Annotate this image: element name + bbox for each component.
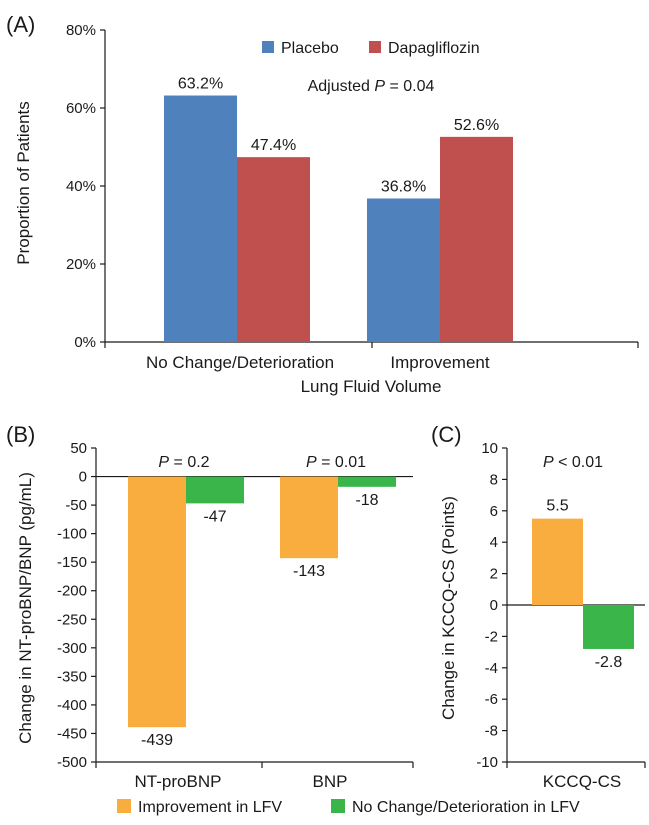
legend-label-improvement: Improvement in LFV: [138, 799, 282, 816]
panel-b-y-tick-label: -100: [57, 526, 87, 543]
panel-b-data-label: -439: [141, 732, 173, 749]
panel-a-data-label: 52.6%: [454, 117, 499, 134]
panel-c-data-label: -2.8: [595, 654, 623, 671]
panel-a-bar: [237, 157, 310, 342]
panel-b-bar: [280, 476, 338, 559]
panel-b-y-tick-label: -400: [57, 697, 87, 714]
panel-a-data-label: 63.2%: [178, 76, 223, 93]
panel-b-y-tick-label: 0: [79, 469, 87, 486]
panel-b-y-tick-label: -150: [57, 554, 87, 571]
panel-a-y-tick-label: 60%: [66, 100, 96, 117]
panel-b-y-tick-label: -250: [57, 611, 87, 628]
panel-c-y-axis-title: Change in KCCQ-CS (Points): [439, 496, 458, 720]
panel-a-y-tick-label: 0%: [74, 334, 96, 351]
panel-a-bar: [367, 198, 440, 342]
legend-label-placebo: Placebo: [281, 40, 339, 57]
panel-c-category-label: KCCQ-CS: [543, 772, 621, 791]
panel-b-y-tick-label: -350: [57, 668, 87, 685]
panel-c-y-tick-label: -4: [485, 660, 498, 677]
panel-b-data-label: -143: [293, 563, 325, 580]
panel-c-chart: 10 8 6 4 2 0 -2 -4 -6 -8 -10 KCCQ-CS 5.5 -2.8 P < 0.01: [476, 440, 646, 791]
panel-a-p-value: Adjusted P = 0.04: [308, 78, 435, 95]
panel-b-y-tick-label: -450: [57, 725, 87, 742]
panel-c-y-tick-label: 6: [490, 503, 498, 520]
panel-c-y-tick-label: 4: [490, 534, 498, 551]
legend-label-no-change: No Change/Deterioration in LFV: [352, 799, 580, 816]
legend-swatch-dapagliflozin: [369, 41, 381, 53]
panel-a-y-tick-label: 20%: [66, 256, 96, 273]
panel-b-y-tick-label: -300: [57, 640, 87, 657]
legend-label-dapagliflozin: Dapagliflozin: [388, 40, 480, 57]
panel-a-x-axis-title: Lung Fluid Volume: [301, 377, 442, 396]
panel-c-y-tick-label: -2: [485, 628, 498, 645]
panel-c-y-tick-label: -6: [485, 691, 498, 708]
legend-swatch-improvement: [117, 799, 131, 813]
panel-b-chart: 50 0 -50 -100 -150 -200 -250 -300 -350 -400 -450 -5…: [57, 440, 414, 791]
panel-c-bar: [532, 518, 583, 605]
panel-a-label: (A): [6, 12, 35, 37]
panel-a-data-label: 36.8%: [381, 178, 426, 195]
panel-b-category-label: NT-proBNP: [135, 772, 222, 791]
panel-b-data-label: -18: [355, 492, 378, 509]
panel-b-y-tick-label: -50: [65, 497, 87, 514]
panel-c-y-tick-label: -8: [485, 723, 498, 740]
panel-a-y-axis-title: Proportion of Patients: [14, 101, 33, 264]
panel-a-category-label: No Change/Deterioration: [146, 353, 334, 372]
panel-c-label: (C): [431, 422, 462, 447]
panel-b-bar: [338, 476, 396, 487]
panel-b-bar: [186, 476, 244, 504]
panel-b-category-label: BNP: [313, 772, 348, 791]
legend-swatch-no-change: [331, 799, 345, 813]
panel-a-bar: [440, 136, 513, 342]
panel-c-y-tick-label: -10: [476, 754, 498, 771]
panel-a-bar: [164, 95, 237, 343]
panel-a-data-label: 47.4%: [251, 137, 296, 154]
panel-a-chart: 0% 20% 40% 60% 80% No Change/Deterioration 63.…: [66, 22, 639, 372]
panel-b-y-tick-label: -500: [57, 754, 87, 771]
panel-c-bar: [583, 605, 634, 649]
bottom-legend: Improvement in LFV No Change/Deterioratio…: [117, 799, 580, 816]
panel-c-y-tick-label: 8: [490, 471, 498, 488]
legend-swatch-placebo: [262, 41, 274, 53]
panel-c-data-label: 5.5: [546, 498, 568, 515]
panel-a-y-tick-label: 80%: [66, 22, 96, 39]
panel-a-legend: Placebo Dapagliflozin: [262, 40, 480, 57]
panel-c-y-tick-label: 10: [481, 440, 498, 457]
panel-c-y-tick-label: 0: [490, 597, 498, 614]
panel-b-y-axis-title: Change in NT-proBNP/BNP (pg/mL): [16, 472, 35, 744]
panel-c-p-value: P < 0.01: [543, 454, 603, 471]
panel-a-category-label: Improvement: [390, 353, 489, 372]
panel-a-y-tick-label: 40%: [66, 178, 96, 195]
panel-b-label: (B): [6, 422, 35, 447]
panel-b-y-tick-label: -200: [57, 583, 87, 600]
panel-b-p-value: P = 0.2: [158, 454, 209, 471]
panel-b-bar: [128, 476, 186, 728]
panel-b-p-value: P = 0.01: [306, 454, 366, 471]
panel-b-y-tick-label: 50: [70, 440, 87, 457]
panel-b-data-label: -47: [203, 508, 226, 525]
panel-c-y-tick-label: 2: [490, 566, 498, 583]
